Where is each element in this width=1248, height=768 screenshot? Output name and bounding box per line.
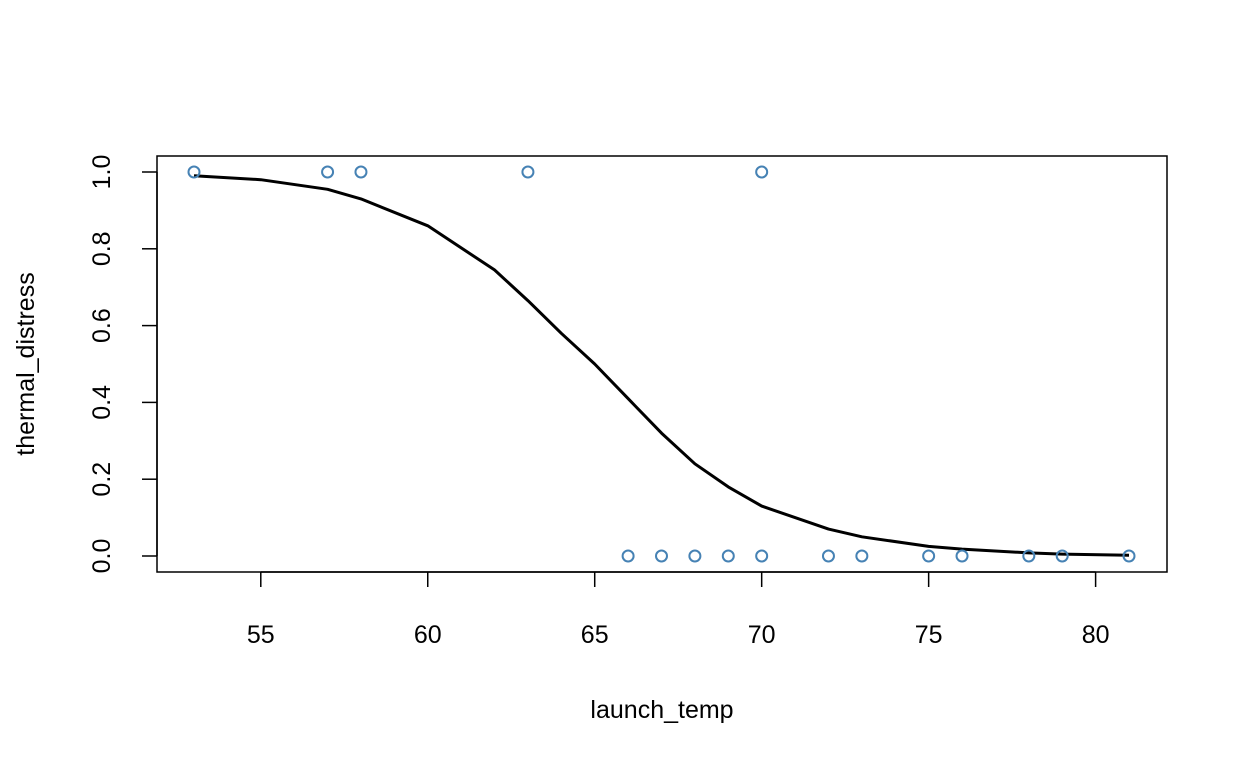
data-point [922,549,936,563]
x-tick-label: 55 [247,621,275,649]
fitted-curve-layer [193,174,1130,557]
x-axis-title: launch_temp [590,696,733,724]
x-axis: 55 60 65 70 75 80 [247,571,1110,649]
data-point [621,549,635,563]
data-point [187,165,201,179]
y-tick-label: 0.8 [88,231,116,266]
data-point [955,549,969,563]
plot-frame [156,155,1168,573]
data-point [721,549,735,563]
y-tick-label: 1.0 [88,155,116,190]
y-axis: 0.0 0.2 0.4 0.6 0.8 1.0 [88,155,158,574]
fitted-curve-line [193,174,1130,557]
y-tick-label: 0.2 [88,462,116,497]
data-point [755,549,769,563]
x-tick-label: 80 [1082,621,1110,649]
y-tick-label: 0.6 [88,308,116,343]
data-point [1122,549,1136,563]
data-point [1022,549,1036,563]
data-point [855,549,869,563]
data-point [755,165,769,179]
data-point [321,165,335,179]
x-tick-label: 70 [748,621,776,649]
points-layer [187,165,1136,563]
y-tick-label: 0.0 [88,539,116,574]
y-axis-title: thermal_distress [12,272,40,455]
y-tick-label: 0.4 [88,385,116,420]
data-point [1055,549,1069,563]
x-tick-label: 60 [414,621,442,649]
data-point [655,549,668,563]
data-point [688,549,702,563]
x-tick-label: 65 [581,621,609,649]
data-point [354,165,368,179]
data-point [521,165,535,179]
data-point [821,549,835,563]
x-tick-label: 75 [915,621,943,649]
